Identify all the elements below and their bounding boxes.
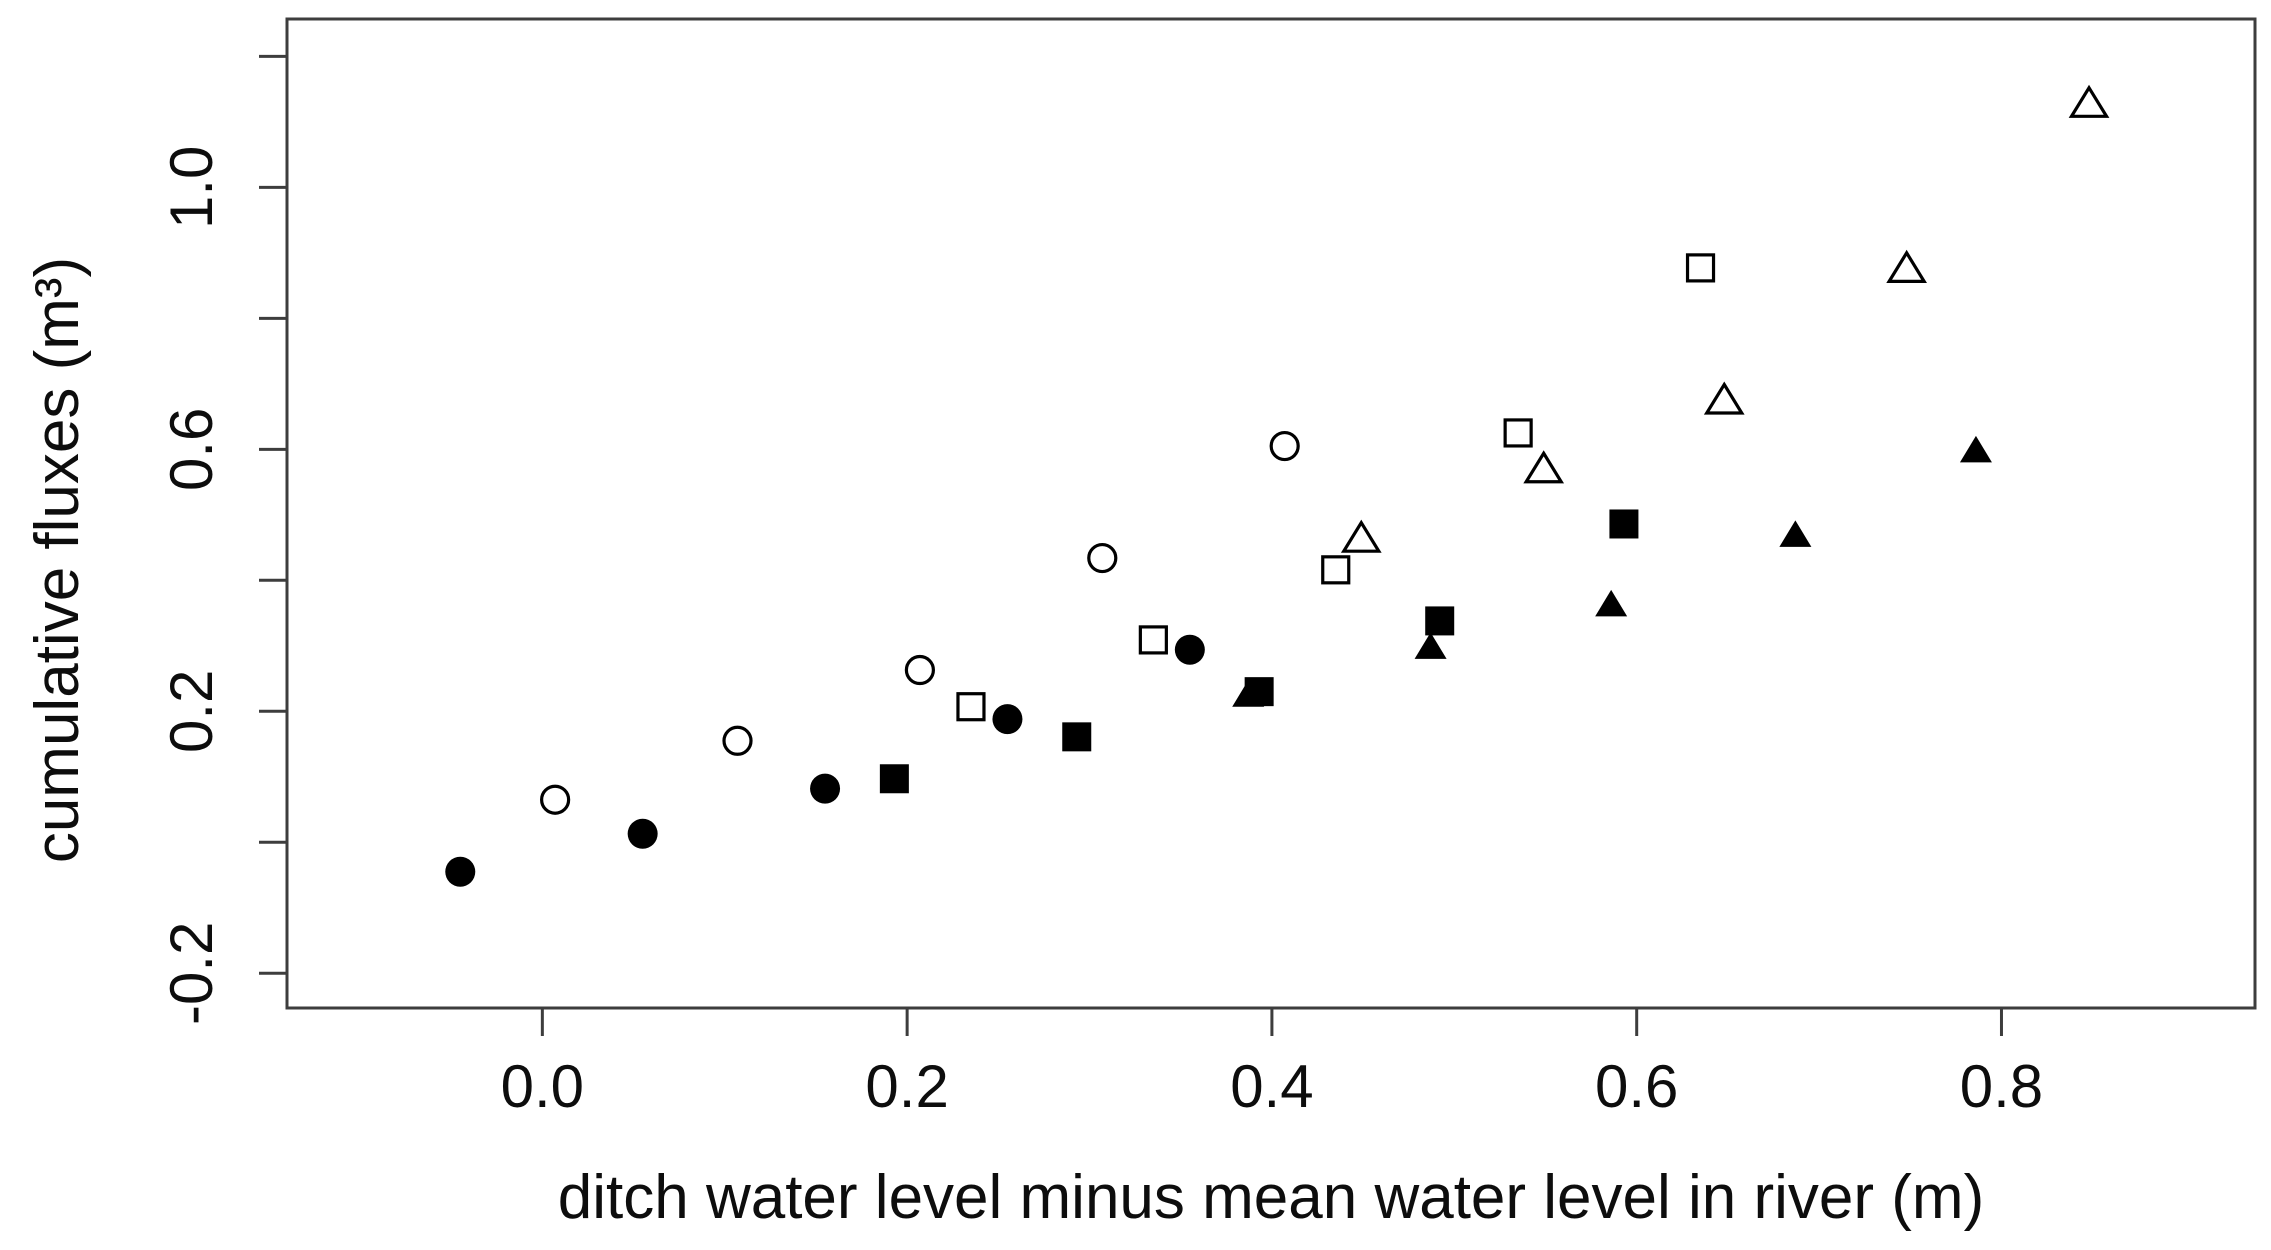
point-open-triangle: [1703, 381, 1745, 415]
y-tick-label: 0.2: [158, 670, 225, 753]
point-filled-square: [1425, 606, 1455, 636]
point-open-triangle: [1523, 450, 1565, 484]
point-open-square: [1685, 253, 1716, 283]
point-open-triangle: [1340, 519, 1382, 553]
x-tick-label: 0.6: [1595, 1053, 1678, 1120]
point-open-circle: [540, 784, 571, 815]
y-tick-label: -0.2: [158, 922, 225, 1025]
point-filled-square: [1062, 722, 1092, 752]
point-filled-circle: [810, 773, 841, 804]
point-open-triangle: [2068, 84, 2110, 118]
point-filled-triangle: [1595, 589, 1628, 617]
point-open-circle: [722, 725, 753, 756]
point-open-circle: [904, 654, 935, 686]
point-open-square: [1138, 625, 1168, 655]
point-filled-triangle: [1232, 680, 1265, 707]
y-tick-label: 0.6: [158, 408, 225, 491]
y-tick-label: 1.0: [158, 146, 225, 229]
point-open-square: [956, 692, 986, 722]
point-open-circle: [1087, 542, 1118, 574]
x-tick-label: 0.8: [1960, 1053, 2043, 1120]
point-filled-circle: [1174, 634, 1205, 665]
point-filled-square: [1609, 509, 1639, 539]
x-axis-title: ditch water level minus mean water level…: [558, 1163, 1984, 1232]
point-filled-triangle: [1959, 435, 1992, 463]
plot-layer: 0.0 0.2 0.4 0.6 0.8 -0.2 0.2 0.6 1.0: [158, 17, 2257, 1120]
x-tick-label: 0.0: [501, 1053, 584, 1120]
point-open-triangle: [1886, 249, 1927, 283]
point-filled-circle: [445, 856, 476, 887]
point-filled-square: [879, 764, 909, 794]
plot-frame: [285, 17, 2257, 1010]
point-open-square: [1503, 418, 1533, 448]
point-filled-triangle: [1414, 632, 1447, 659]
point-filled-circle: [992, 704, 1023, 735]
x-tick-label: 0.4: [1230, 1053, 1313, 1120]
point-open-circle: [1269, 430, 1300, 462]
x-tick-label: 0.2: [865, 1053, 948, 1120]
y-axis-title: cumulative fluxes (m³): [23, 257, 92, 863]
point-filled-triangle: [1779, 520, 1812, 547]
point-open-square: [1321, 555, 1351, 585]
point-filled-circle: [627, 818, 658, 849]
